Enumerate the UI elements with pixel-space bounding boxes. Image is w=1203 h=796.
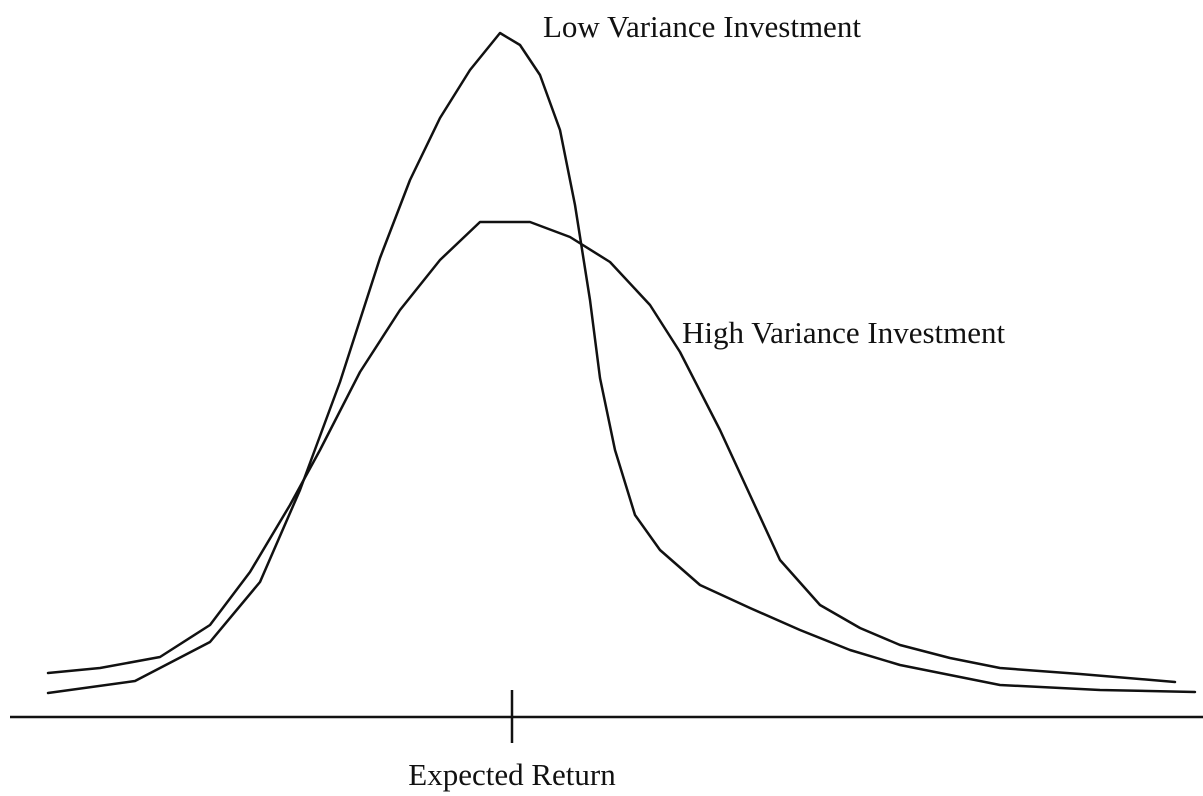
low-variance-label: Low Variance Investment [543, 9, 861, 44]
axis-marker-label: Expected Return [408, 757, 616, 792]
high-variance-curve [46, 220, 1177, 684]
high-variance-label: High Variance Investment [682, 315, 1005, 350]
low-variance-curve [46, 31, 1197, 695]
